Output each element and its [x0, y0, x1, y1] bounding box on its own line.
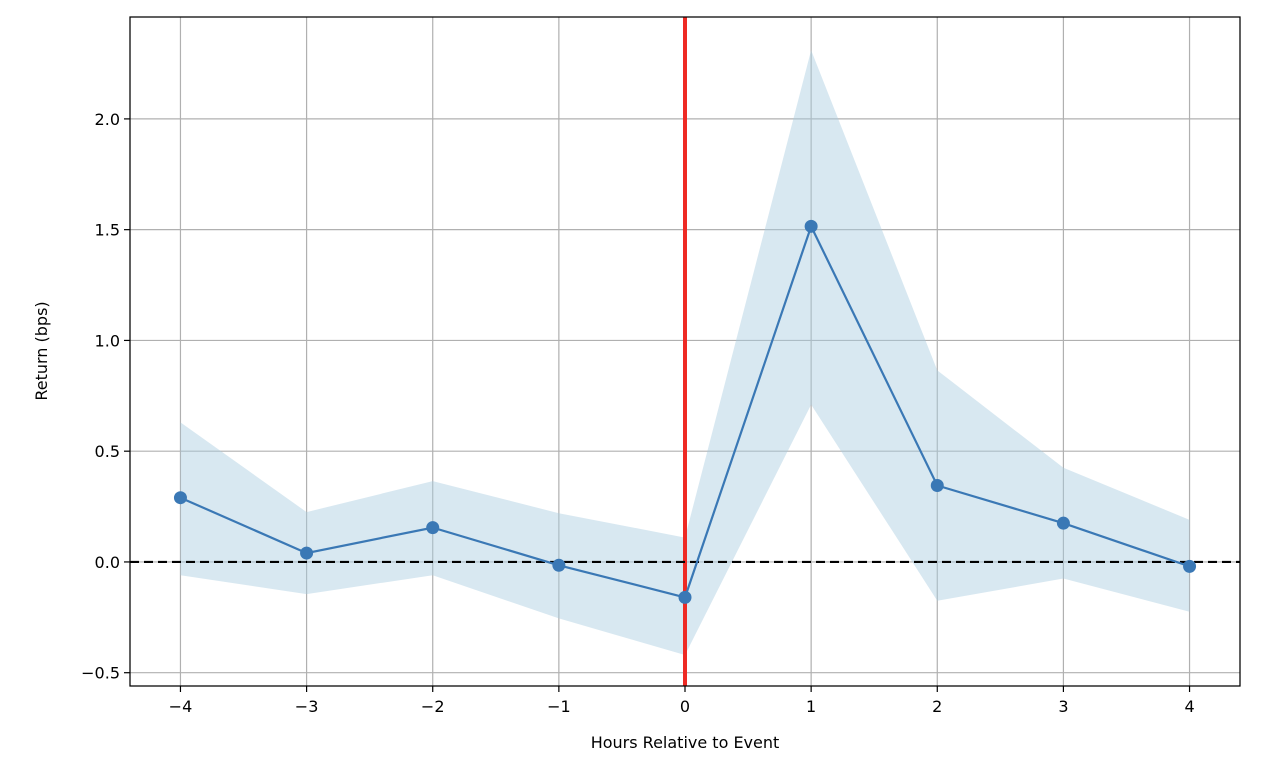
x-tick-label: 2 — [932, 697, 942, 716]
confidence-band-layer — [180, 50, 1190, 655]
x-tick-label: 3 — [1058, 697, 1068, 716]
data-point — [1183, 559, 1197, 573]
y-tick-label: 1.5 — [95, 221, 120, 240]
data-point — [300, 546, 314, 560]
data-point — [1056, 516, 1070, 530]
y-axis-label: Return (bps) — [32, 301, 51, 400]
data-point — [804, 219, 818, 233]
y-tick-label: −0.5 — [81, 664, 120, 683]
x-tick-label: −2 — [421, 697, 445, 716]
x-tick-label: 0 — [680, 697, 690, 716]
reference-line-layer — [130, 17, 1240, 686]
confidence-band — [180, 50, 1190, 655]
y-tick-layer: −0.5 0.0 0.5 1.0 1.5 2.0 — [81, 110, 130, 683]
y-tick-label: 2.0 — [95, 110, 120, 129]
data-point — [930, 479, 944, 493]
x-tick-label: 1 — [806, 697, 816, 716]
x-axis-label: Hours Relative to Event — [591, 733, 780, 752]
x-tick-label: −4 — [169, 697, 193, 716]
series-point-layer — [173, 219, 1197, 604]
y-tick-label: 0.0 — [95, 553, 120, 572]
y-tick-label: 1.0 — [95, 331, 120, 350]
x-tick-label: −1 — [547, 697, 571, 716]
x-tick-layer: −4 −3 −2 −1 0 1 2 3 4 — [169, 686, 1195, 716]
data-point — [552, 558, 566, 572]
data-point — [173, 491, 187, 505]
x-tick-label: −3 — [295, 697, 319, 716]
x-tick-label: 4 — [1184, 697, 1194, 716]
data-point — [678, 590, 692, 604]
data-point — [426, 521, 440, 535]
y-tick-label: 0.5 — [95, 442, 120, 461]
